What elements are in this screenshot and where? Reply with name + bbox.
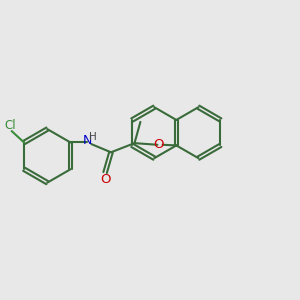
Text: O: O — [153, 138, 163, 151]
Text: Cl: Cl — [4, 119, 16, 132]
Text: O: O — [100, 173, 110, 186]
Text: N: N — [83, 134, 92, 147]
Text: H: H — [89, 132, 97, 142]
